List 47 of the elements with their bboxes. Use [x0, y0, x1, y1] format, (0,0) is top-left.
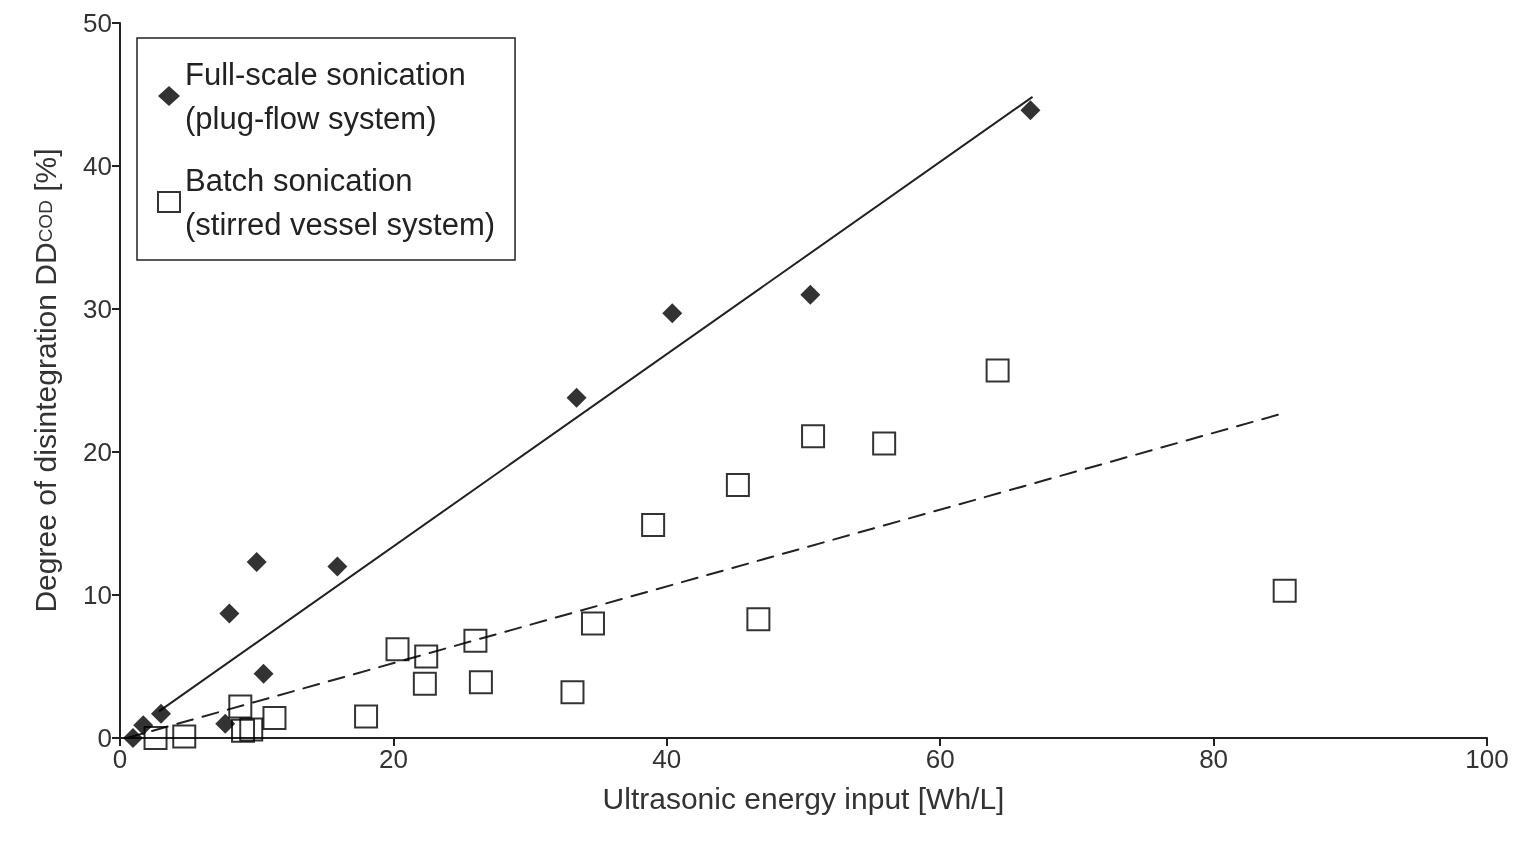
y-tick-label: 0	[97, 723, 112, 753]
point	[412, 671, 437, 696]
y-tick-label: 50	[83, 8, 112, 38]
x-tick-label: 20	[378, 744, 408, 774]
y-tick-label: 30	[83, 294, 112, 324]
point	[1272, 578, 1297, 603]
point	[985, 358, 1010, 383]
point	[231, 718, 256, 743]
y-tick-label: 10	[83, 580, 112, 610]
point	[253, 663, 274, 684]
point	[143, 726, 168, 750]
point	[414, 644, 439, 669]
point	[262, 705, 287, 730]
point	[872, 431, 897, 456]
point	[151, 703, 172, 724]
point	[662, 303, 683, 324]
point	[219, 603, 240, 624]
legend-label: Full-scale sonication (plug-flow system)	[185, 56, 466, 136]
y-tick-label: 40	[83, 151, 112, 181]
point	[385, 637, 410, 662]
point	[239, 717, 264, 742]
x-axis-title: Ultrasonic energy input [Wh/L]	[602, 781, 1005, 815]
point	[746, 607, 771, 632]
point	[641, 512, 666, 537]
point	[354, 704, 379, 729]
point	[800, 284, 821, 305]
point	[172, 724, 197, 749]
point	[228, 694, 253, 719]
point	[468, 670, 493, 695]
point	[215, 713, 236, 734]
x-tick-label: 80	[1199, 744, 1229, 774]
point	[122, 728, 143, 748]
point	[560, 680, 585, 705]
point	[327, 556, 348, 577]
point	[463, 628, 488, 653]
x-tick-label: 40	[652, 744, 682, 774]
point	[566, 387, 587, 408]
y-axis-title: Degree of disintegration DDCOD [%]	[28, 148, 62, 613]
point	[246, 552, 267, 573]
point	[1020, 100, 1041, 121]
x-tick-label: 100	[1465, 744, 1509, 774]
legend-label: Batch sonication (stirred vessel system)	[185, 162, 496, 242]
point	[801, 424, 826, 449]
x-tick-label: 60	[925, 744, 955, 774]
y-tick-label: 20	[83, 437, 112, 467]
point	[725, 472, 750, 497]
point	[580, 611, 605, 636]
